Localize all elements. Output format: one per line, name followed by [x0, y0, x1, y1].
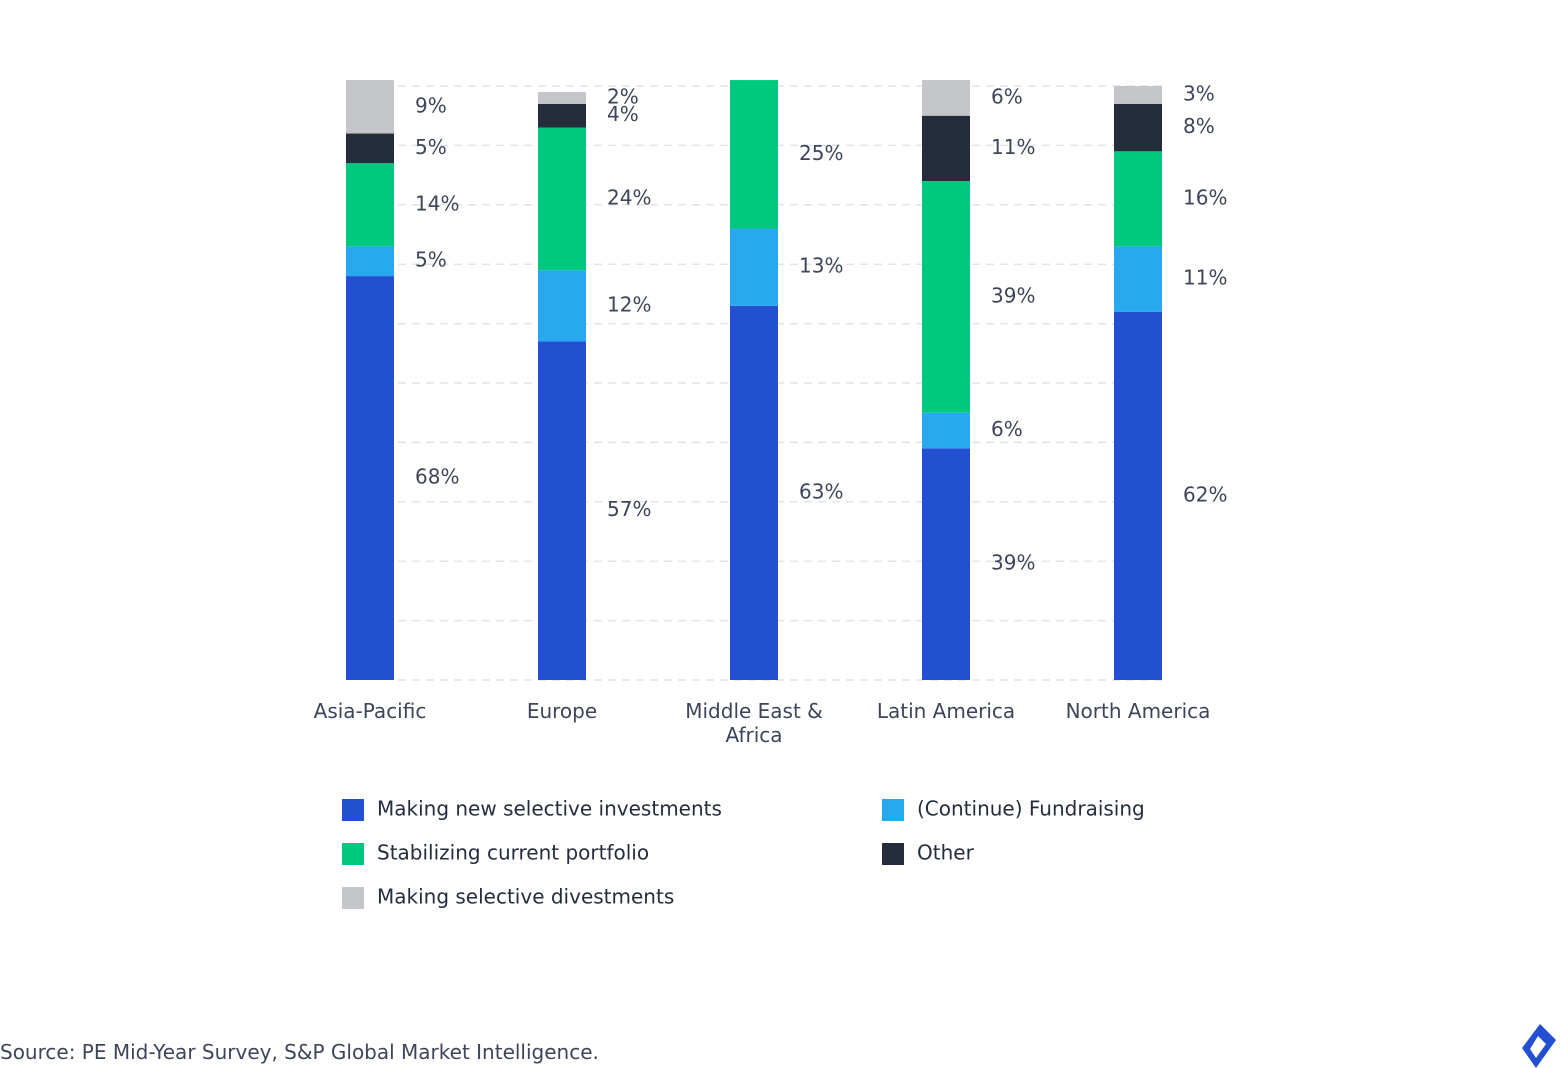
x-tick-label: North America [1065, 699, 1211, 723]
bar-segment [922, 181, 970, 413]
source-note: Source: PE Mid-Year Survey, S&P Global M… [0, 1040, 599, 1064]
bar-segment [922, 80, 970, 116]
data-label: 5% [415, 135, 447, 159]
bar-segment [346, 246, 394, 277]
legend-label: Stabilizing current portfolio [377, 841, 649, 865]
data-label: 11% [991, 135, 1035, 159]
x-tick-label: Europe [526, 699, 598, 723]
bar-segment [922, 412, 970, 449]
bar-segment [538, 91, 586, 104]
bar-segment [730, 80, 778, 229]
bar-segment [346, 163, 394, 247]
data-label: 39% [991, 551, 1035, 575]
bar-segment [1114, 151, 1162, 247]
legend-label: (Continue) Fundraising [917, 797, 1145, 821]
legend-label: Making selective divestments [377, 885, 674, 909]
bar-segment [538, 127, 586, 271]
legend-swatch [882, 843, 904, 865]
data-label: 68% [415, 465, 459, 489]
bar-segment [730, 305, 778, 680]
bar-segment [922, 115, 970, 182]
legend-swatch [342, 799, 364, 821]
bar-segment [346, 133, 394, 164]
data-label: 25% [799, 141, 843, 165]
logo [1522, 1024, 1556, 1068]
data-label: 6% [991, 84, 1023, 108]
legend-label: Other [917, 841, 975, 865]
bar-segment [538, 270, 586, 342]
data-label: 6% [991, 417, 1023, 441]
x-tick-label: Latin America [876, 699, 1016, 723]
data-label: 24% [607, 185, 651, 209]
x-tick-label: Middle East & Africa [685, 699, 823, 747]
data-label: 4% [607, 102, 639, 126]
data-label: 2% [607, 84, 639, 108]
data-label: 5% [415, 248, 447, 272]
data-label: 12% [607, 292, 651, 316]
data-label: 62% [1183, 482, 1227, 506]
legend-swatch [342, 843, 364, 865]
bar-segment [922, 448, 970, 680]
data-label: 9% [415, 93, 447, 117]
x-tick-label: Asia-Pacific [313, 699, 427, 723]
bar-segment [346, 276, 394, 680]
data-label: 11% [1183, 266, 1227, 290]
legend-label: Making new selective investments [377, 797, 722, 821]
bar-segment [346, 80, 394, 134]
data-label: 39% [991, 283, 1035, 307]
data-label: 63% [799, 479, 843, 503]
data-label: 14% [415, 191, 459, 215]
legend-swatch [882, 799, 904, 821]
logo-cutout [1530, 1036, 1546, 1058]
bar-segment [1114, 103, 1162, 152]
bar-segment [730, 228, 778, 306]
bar-segment [1114, 246, 1162, 312]
bar-segment [1114, 311, 1162, 680]
data-label: 8% [1183, 114, 1215, 138]
bar-segment [538, 341, 586, 680]
data-label: 13% [799, 254, 843, 278]
bar-segment [538, 103, 586, 128]
bar-segment [1114, 86, 1162, 104]
legend-swatch [342, 887, 364, 909]
data-label: 3% [1183, 81, 1215, 105]
data-label: 16% [1183, 185, 1227, 209]
data-label: 57% [607, 497, 651, 521]
